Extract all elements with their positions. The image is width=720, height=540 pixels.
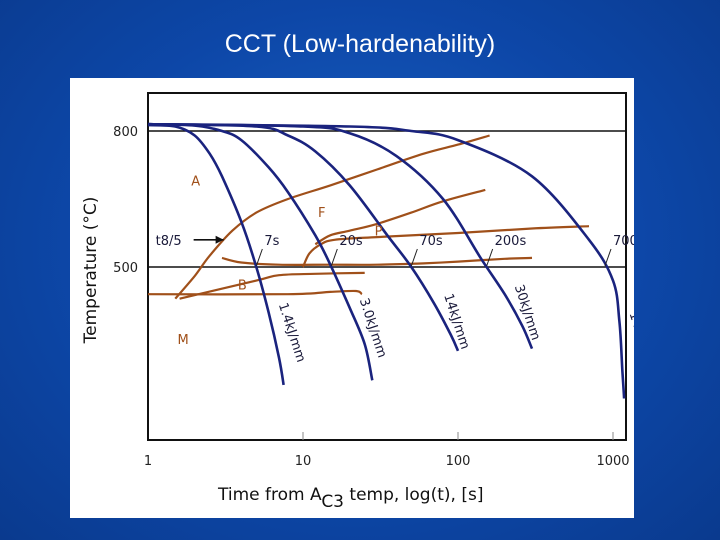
annotations: 1.4kJ/mm7s3.0kJ/mm20s14kJ/mm70s30kJ/mm20… <box>156 234 634 378</box>
transformation-line-ferrite-start <box>174 134 490 300</box>
t85-arrow-head <box>215 235 224 244</box>
cct-chart-figure: 1 10 100 1000 800 500 A F P B M 1.4kJ/mm 7s 3.0kJ/… <box>70 78 634 518</box>
region-label-A: A <box>191 174 200 189</box>
x-axis-title-tail: temp, log(t), [s] <box>344 485 483 505</box>
region-label-M: M <box>178 333 189 348</box>
region-label-B: B <box>238 279 247 294</box>
time-leader-20s <box>330 248 338 267</box>
x-tick-label-100: 100 <box>446 454 471 469</box>
cooling-curve-3.0kJ/mm <box>147 122 374 381</box>
y-tick-label-800: 800 <box>113 125 138 140</box>
x-tick-label-10: 10 <box>295 454 312 469</box>
transformation-line-pearlite-lower <box>301 225 590 268</box>
transformation-lines <box>147 134 590 300</box>
time-leader-7s <box>255 248 263 267</box>
x-axis-title-subscript: C3 <box>321 492 344 512</box>
cooling-curve-1.4kJ/mm <box>147 123 285 386</box>
slide-title: CCT (Low-hardenability) <box>224 30 496 58</box>
gridlines <box>148 130 626 440</box>
x-axis-title: Time from AC3 temp, log(t), [s] <box>217 485 483 512</box>
time-label-700s: 700s <box>613 234 634 249</box>
x-axis-title-main: Time from A <box>217 485 322 505</box>
time-label-7s: 7s <box>264 234 279 249</box>
region-label-F: F <box>318 206 325 221</box>
transformation-line-pearlite-start <box>314 188 486 246</box>
y-tick-label-500: 500 <box>113 261 138 276</box>
t85-label: t8/5 <box>156 234 182 249</box>
cooling-curve-14kJ/mm <box>147 122 460 352</box>
x-tick-label-1000: 1000 <box>596 454 629 469</box>
cct-chart: 1 10 100 1000 800 500 A F P B M 1.4kJ/mm 7s 3.0kJ/… <box>81 92 634 512</box>
x-tick-label-1: 1 <box>144 454 152 469</box>
energy-label-1.4kJ/mm: 1.4kJ/mm <box>275 301 308 364</box>
x-tick-labels: 1 10 100 1000 <box>144 454 630 469</box>
time-label-20s: 20s <box>339 234 363 249</box>
energy-label-3.0kJ/mm: 3.0kJ/mm <box>356 296 389 359</box>
phase-region-labels: A F P B M <box>178 174 383 348</box>
time-leader-200s <box>486 248 494 267</box>
time-leader-700s <box>604 248 612 267</box>
cooling-curve-140kJ/mm <box>147 122 626 399</box>
y-tick-labels: 800 500 <box>113 125 138 276</box>
transformation-line-bainite-start <box>221 256 533 266</box>
transformation-line-martensite-start <box>147 289 363 296</box>
time-leader-70s <box>410 248 418 267</box>
time-label-200s: 200s <box>495 234 527 249</box>
cooling-curves <box>147 122 626 399</box>
transformation-line-bainite-finish <box>179 271 365 300</box>
region-label-P: P <box>375 224 383 239</box>
time-label-70s: 70s <box>419 234 443 249</box>
y-axis-title: Temperature (°C) <box>81 197 101 345</box>
